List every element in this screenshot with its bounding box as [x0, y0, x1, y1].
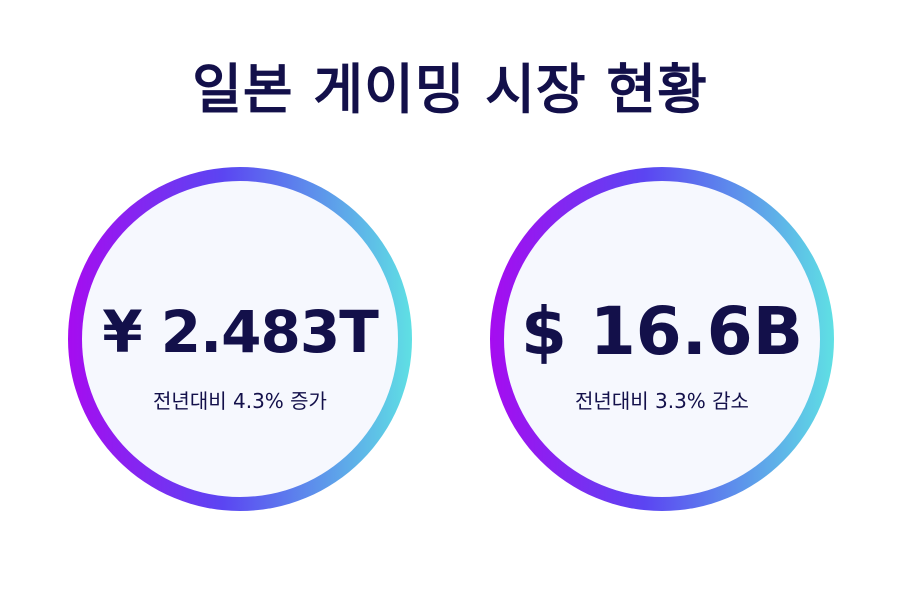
stat-change: 전년대비 4.3% 증가 — [153, 389, 327, 413]
stat-value: $ 16.6B — [520, 293, 804, 370]
stat-value: ¥ 2.483T — [102, 298, 379, 366]
stat-change: 전년대비 3.3% 감소 — [575, 389, 749, 413]
stat-circle-inner: $ 16.6B 전년대비 3.3% 감소 — [504, 181, 820, 497]
stat-circle-inner: ¥ 2.483T 전년대비 4.3% 증가 — [82, 181, 398, 497]
stat-circle-dollar: $ 16.6B 전년대비 3.3% 감소 — [490, 167, 834, 511]
page-title: 일본 게이밍 시장 현황 — [192, 58, 708, 121]
stat-circle-yen: ¥ 2.483T 전년대비 4.3% 증가 — [68, 167, 412, 511]
